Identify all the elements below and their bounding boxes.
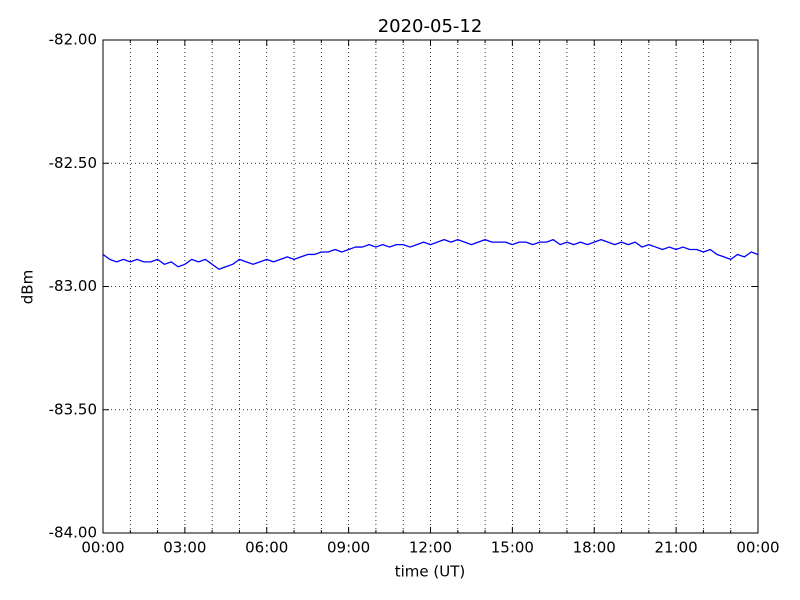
- y-tick-label: -83.50: [49, 400, 97, 418]
- x-tick-label: 00:00: [81, 539, 124, 557]
- x-tick-label: 09:00: [327, 539, 370, 557]
- x-tick-label: 15:00: [491, 539, 534, 557]
- x-tick-label: 03:00: [163, 539, 206, 557]
- x-tick-label: 06:00: [245, 539, 288, 557]
- x-tick-label: 18:00: [573, 539, 616, 557]
- x-axis-label: time (UT): [395, 563, 466, 581]
- data-line: [102, 239, 759, 270]
- y-tick-label: -82.50: [49, 154, 97, 172]
- y-tick-label: -82.00: [49, 31, 97, 49]
- y-tick-label: -83.00: [49, 277, 97, 295]
- y-axis-label: dBm: [19, 270, 37, 304]
- x-tick-label: 00:00: [736, 539, 779, 557]
- y-tick-label: -84.00: [49, 524, 97, 542]
- x-tick-label: 12:00: [409, 539, 452, 557]
- x-tick-label: 21:00: [655, 539, 698, 557]
- chart-title: 2020-05-12: [378, 16, 483, 37]
